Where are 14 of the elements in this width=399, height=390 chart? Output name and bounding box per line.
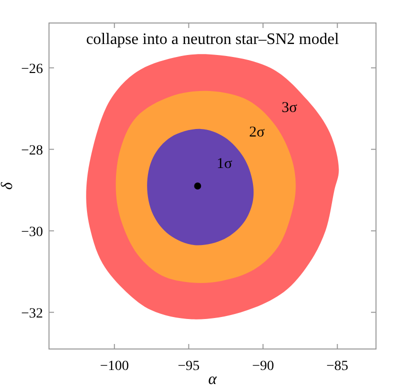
series-label: 3σ <box>282 100 298 116</box>
x-tick-label: −85 <box>326 359 348 374</box>
y-tick-label: −32 <box>21 306 43 322</box>
x-axis-title: α <box>208 371 218 388</box>
y-axis-title: δ <box>0 182 16 190</box>
text: collapse into a neutron star–SN2 model <box>86 31 340 48</box>
series-label: 2σ <box>249 124 265 141</box>
y-tick-label: −28 <box>21 143 43 158</box>
series-label: 1σ <box>216 156 232 172</box>
x-tick-label: −95 <box>178 359 200 374</box>
x-tick-label: −90 <box>252 359 274 374</box>
y-tick-label: −26 <box>21 62 43 77</box>
y-tick-label: −30 <box>21 224 43 240</box>
x-tick-label: −100 <box>100 359 129 374</box>
